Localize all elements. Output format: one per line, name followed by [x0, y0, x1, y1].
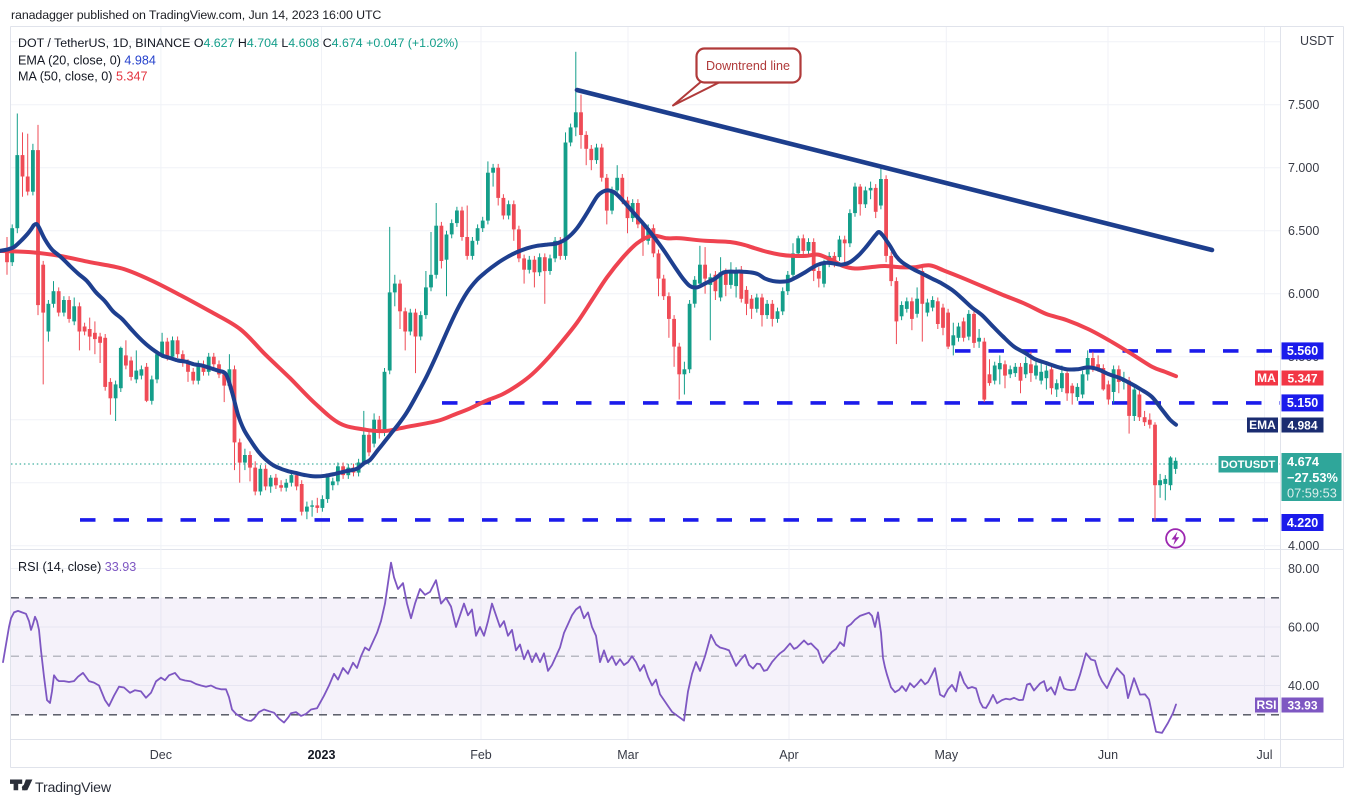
svg-text:Mar: Mar: [617, 748, 639, 762]
svg-text:MA (50, close, 0) 5.347: MA (50, close, 0) 5.347: [18, 70, 148, 84]
svg-text:5.560: 5.560: [1287, 344, 1318, 358]
svg-text:60.00: 60.00: [1288, 621, 1319, 635]
svg-text:May: May: [934, 748, 958, 762]
svg-text:5.347: 5.347: [1287, 371, 1317, 385]
svg-text:EMA: EMA: [1249, 418, 1276, 432]
svg-text:Dec: Dec: [150, 748, 172, 762]
svg-text:TradingView: TradingView: [35, 780, 112, 796]
svg-text:2023: 2023: [308, 748, 336, 762]
svg-text:−27.53%: −27.53%: [1287, 470, 1338, 485]
svg-text:6.000: 6.000: [1288, 287, 1319, 301]
svg-text:4.220: 4.220: [1287, 516, 1318, 530]
svg-text:4.984: 4.984: [1287, 418, 1317, 432]
svg-text:Feb: Feb: [470, 748, 492, 762]
svg-text:7.000: 7.000: [1288, 161, 1319, 175]
svg-text:Apr: Apr: [779, 748, 798, 762]
svg-text:DOTUSDT: DOTUSDT: [1221, 459, 1276, 471]
svg-text:USDT: USDT: [1300, 34, 1334, 48]
svg-text:7.500: 7.500: [1288, 98, 1319, 112]
svg-text:5.150: 5.150: [1287, 396, 1318, 410]
svg-text:07:59:53: 07:59:53: [1287, 486, 1337, 501]
svg-text:40.00: 40.00: [1288, 679, 1319, 693]
svg-text:DOT / TetherUS, 1D, BINANCE O: DOT / TetherUS, 1D, BINANCE O4.627 H4.70…: [18, 36, 458, 50]
svg-text:ranadagger published on Tradin: ranadagger published on TradingView.com,…: [11, 8, 381, 22]
svg-text:RSI: RSI: [1256, 698, 1276, 712]
svg-text:EMA (20, close, 0) 4.984: EMA (20, close, 0) 4.984: [18, 54, 156, 68]
svg-text:RSI (14, close) 33.93: RSI (14, close) 33.93: [18, 560, 136, 574]
svg-text:6.500: 6.500: [1288, 224, 1319, 238]
svg-text:Jun: Jun: [1098, 748, 1118, 762]
svg-text:4.000: 4.000: [1288, 539, 1319, 553]
svg-text:33.93: 33.93: [1287, 698, 1317, 712]
svg-text:Downtrend line: Downtrend line: [706, 59, 790, 73]
svg-text:MA: MA: [1257, 371, 1276, 385]
svg-text:4.674: 4.674: [1287, 454, 1320, 469]
svg-text:Jul: Jul: [1257, 748, 1273, 762]
svg-text:80.00: 80.00: [1288, 562, 1319, 576]
